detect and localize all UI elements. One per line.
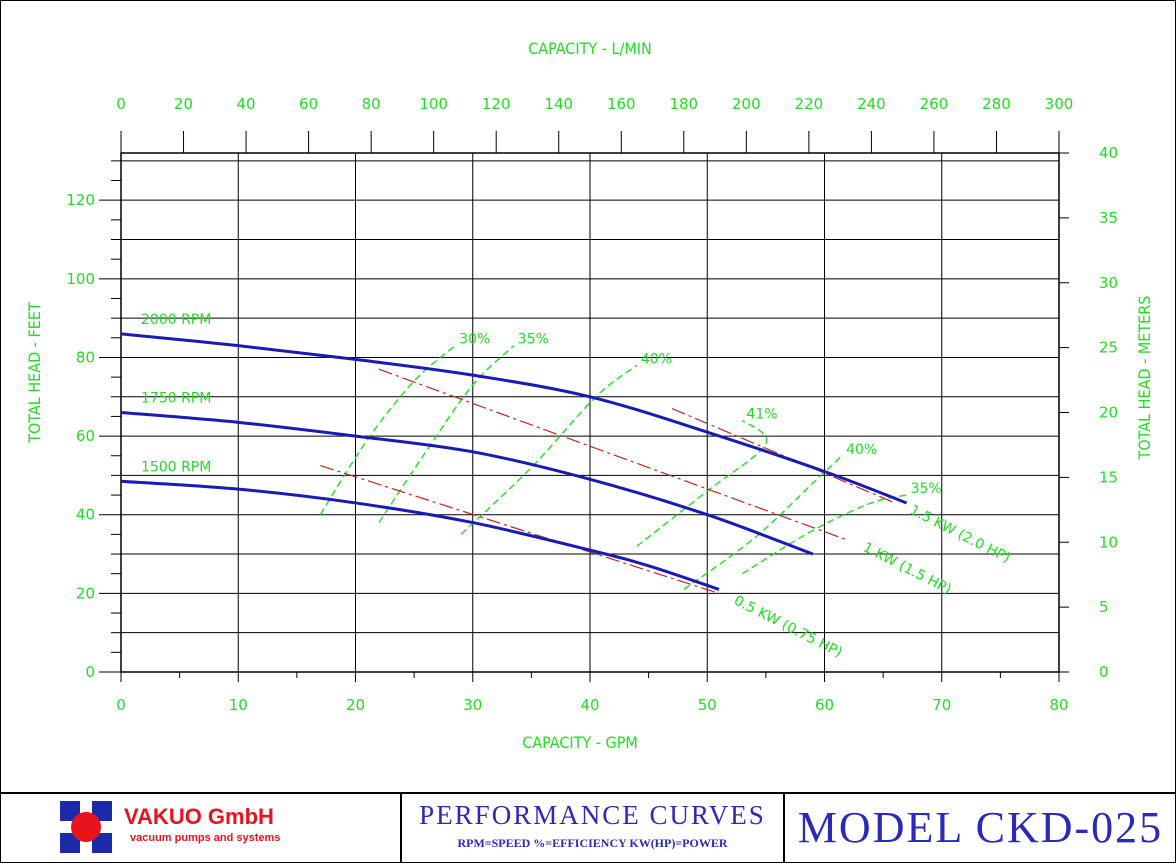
tick-label-top: 260 [920,95,949,113]
tick-label-bottom: 40 [580,696,599,714]
tick-label-top: 100 [419,95,448,113]
tick-label-top: 180 [669,95,698,113]
efficiency-label: 35% [518,332,549,348]
grid-lines [120,152,1060,673]
power-label: 1 KW (1.5 HP) [860,540,954,598]
tick-label-top: 60 [299,95,318,113]
efficiency-curve [683,455,843,590]
efficiency-curve [636,419,768,547]
efficiency-curve [378,345,515,523]
tick-label-bottom: 20 [346,696,365,714]
performance-legend: RPM=SPEED %=EFFICIENCY KW(HP)=POWER [457,836,728,850]
tick-label-top: 220 [795,95,824,113]
efficiency-label: 30% [459,332,490,348]
axis-ticks [99,131,1069,682]
tick-label-right: 25 [1099,339,1118,357]
title-block: VAKUO GmbH vacuum pumps and systems PERF… [0,792,1176,863]
tick-label-top: 80 [362,95,381,113]
tick-label-bottom: 10 [229,696,248,714]
axis-title-right: TOTAL HEAD - METERS [1135,296,1154,461]
tick-label-top: 280 [982,95,1011,113]
performance-title: PERFORMANCE CURVES [419,800,766,830]
tick-label-top: 200 [732,95,761,113]
tick-label-top: 160 [607,95,636,113]
efficiency-curves [319,345,907,590]
tick-label-top: 0 [116,95,126,113]
power-line [320,465,720,594]
tick-label-top: 300 [1045,95,1074,113]
brand-name: VAKUO GmbH [124,804,274,829]
performance-chart: 0 20 40 60 80 100 120 0 5 10 15 20 25 30 35 40 0 10 20 30 40… [25,39,1154,752]
tick-label-left: 40 [76,506,95,524]
axis-title-top: CAPACITY - L/MIN [528,39,652,58]
pump-curves [120,332,908,591]
rpm-label: 2000 RPM [141,312,211,328]
tick-label-right: 30 [1099,274,1118,292]
axis-title-bottom: CAPACITY - GPM [522,733,638,752]
pump-curve [120,411,814,556]
tick-label-bottom: 50 [698,696,717,714]
model-title: MODEL CKD-025 [797,803,1164,852]
rpm-label: 1500 RPM [141,459,211,475]
power-label: 1.5 KW (2.0 HP) [907,502,1013,566]
tick-label-left: 20 [76,584,95,602]
efficiency-curve [319,345,456,516]
tick-label-top: 40 [237,95,256,113]
tick-label-top: 20 [174,95,193,113]
axis-title-left: TOTAL HEAD - FEET [25,302,44,444]
tick-label-right: 10 [1099,533,1118,551]
tick-label-left: 0 [85,663,95,681]
pump-curve [120,332,908,505]
tick-label-right: 5 [1099,598,1109,616]
tick-label-right: 0 [1099,663,1109,681]
tick-label-bottom: 30 [463,696,482,714]
tick-label-bottom: 0 [116,696,126,714]
tick-label-left: 60 [76,427,95,445]
tick-label-right: 20 [1099,404,1118,422]
curve-labels: 30% 35% 40% 41% 40% 35% 0.5 KW (0.75 HP) 1 KW (… [141,312,1013,661]
tick-label-left: 80 [76,348,95,366]
power-line [378,368,849,541]
efficiency-label: 40% [641,351,672,367]
tick-label-left: 120 [66,191,95,209]
tick-label-top: 240 [857,95,886,113]
rpm-label: 1750 RPM [141,391,211,407]
tick-label-bottom: 70 [932,696,951,714]
tick-label-top: 140 [544,95,573,113]
tick-labels: 0 20 40 60 80 100 120 0 5 10 15 20 25 30 35 40 0 10 20 30 40… [66,95,1118,714]
logo-cell: VAKUO GmbH vacuum pumps and systems [0,794,402,863]
tick-label-top: 120 [482,95,511,113]
model-cell: MODEL CKD-025 [785,794,1176,863]
tick-label-right: 15 [1099,468,1118,486]
efficiency-label: 40% [846,442,877,458]
tick-label-bottom: 80 [1049,696,1068,714]
company-logo-icon [60,801,112,853]
pump-curve [120,479,720,591]
tick-label-right: 35 [1099,209,1118,227]
tick-label-left: 100 [66,270,95,288]
performance-cell: PERFORMANCE CURVES RPM=SPEED %=EFFICIENC… [402,794,785,863]
tick-label-right: 40 [1099,144,1118,162]
efficiency-label: 41% [746,406,777,422]
tick-label-bottom: 60 [815,696,834,714]
brand-tagline: vacuum pumps and systems [130,832,281,844]
efficiency-curve [460,364,638,535]
efficiency-label: 35% [911,481,942,497]
power-label: 0.5 KW (0.75 HP) [731,593,844,661]
